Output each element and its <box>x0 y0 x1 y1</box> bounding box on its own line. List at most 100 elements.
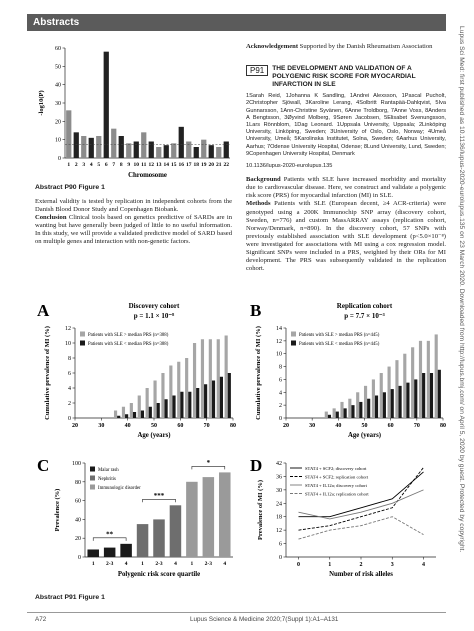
x-tick-label: 21 <box>216 162 222 168</box>
x-tick-label: 16 <box>179 162 185 168</box>
bar <box>156 403 160 418</box>
bar <box>137 395 141 418</box>
x-tick-label: 20 <box>209 162 215 168</box>
peak <box>193 147 199 158</box>
bar <box>367 398 371 418</box>
x-tick-label: 13 <box>156 162 162 168</box>
abstract-id: P91 <box>246 65 269 77</box>
y-tick-label: 30 <box>276 488 282 494</box>
left-text: External validity is tested by replicati… <box>35 198 232 247</box>
y-tick-label: 0 <box>279 416 282 422</box>
y-axis-label: Prevalence (%) <box>54 489 61 532</box>
peak <box>111 128 117 158</box>
x-tick-label: 22 <box>224 162 230 168</box>
label: Conclusion <box>35 214 67 222</box>
paragraph: Methods Patients with SLE (European dece… <box>246 200 446 273</box>
bar <box>359 401 363 418</box>
bar <box>332 408 336 418</box>
y-tick-label: 6 <box>279 377 282 383</box>
x-tick-label: 8 <box>120 162 123 168</box>
x-tick-label: 1 <box>92 561 95 567</box>
bar <box>169 505 182 557</box>
footer-rule <box>27 612 446 613</box>
panel-letter: B <box>250 301 261 320</box>
abstract-title: THE DEVELOPMENT AND VALIDATION OF A POLY… <box>272 65 416 89</box>
text: Patients with SLE have increased morbidi… <box>246 176 447 200</box>
x-tick-label: 60 <box>177 423 183 429</box>
bar <box>343 408 347 418</box>
x-tick-label: 2-3 <box>155 561 163 567</box>
bar <box>200 339 205 418</box>
peak <box>171 143 177 158</box>
journal: Lupus Science & Medicine 2020;7(Suppl 1)… <box>190 616 339 623</box>
legend-label: Nephritis <box>98 477 116 482</box>
x-axis-label: Chromosome <box>128 172 167 179</box>
bar <box>351 405 355 418</box>
x-tick-label: 50 <box>362 423 368 429</box>
x-tick-label: 18 <box>194 162 200 168</box>
bar <box>180 391 184 418</box>
bar <box>219 472 231 557</box>
bar <box>324 411 328 418</box>
y-tick-label: 8 <box>68 356 71 362</box>
y-tick-label: 40 <box>75 517 81 523</box>
x-tick-label: 20 <box>72 423 78 429</box>
x-tick-label: 7 <box>112 162 115 168</box>
bar <box>140 410 144 418</box>
bar <box>113 410 118 418</box>
peak <box>66 110 72 158</box>
x-tick-label: 0 <box>297 562 300 568</box>
bar <box>335 411 339 418</box>
y-tick-label: 36 <box>276 474 282 480</box>
legend-label: Malar rash <box>98 468 119 473</box>
y-tick-label: 0 <box>68 416 71 422</box>
peak <box>216 147 222 158</box>
y-tick-label: 42 <box>276 461 282 467</box>
x-tick-label: 4 <box>422 562 425 568</box>
x-tick-label: 4 <box>174 561 177 567</box>
bar <box>169 365 173 418</box>
x-tick-label: 70 <box>414 423 420 429</box>
y-tick-label: 6 <box>279 542 282 548</box>
y-tick-label: 4 <box>68 386 71 392</box>
bar <box>406 382 410 418</box>
x-tick-label: 5 <box>97 162 100 168</box>
sidebar-text: Lupus Sci Med: first published as 10.113… <box>458 26 465 552</box>
peak <box>201 139 207 158</box>
x-tick-label: 2-3 <box>106 561 114 567</box>
y-tick-label: 100 <box>72 461 81 467</box>
legend-swatch <box>90 466 95 472</box>
bar <box>87 549 99 557</box>
peak <box>163 145 169 158</box>
peak <box>118 136 124 158</box>
bar <box>208 339 212 418</box>
legend-label: Patients with SLE > median PRS (n=445) <box>299 333 380 338</box>
x-axis-label: Age (years) <box>348 432 381 439</box>
x-tick-label: 2 <box>75 162 78 168</box>
bar <box>204 384 208 418</box>
bar <box>132 412 137 418</box>
bar <box>172 395 176 418</box>
x-axis-label: Age (years) <box>137 432 170 439</box>
legend-label: Immunologic disorder <box>98 486 141 491</box>
sidebar: Lupus Sci Med: first published as 10.113… <box>458 26 465 552</box>
peak <box>96 136 102 158</box>
legend-label: STAT4 + IL12a; discovery cohort <box>305 483 368 488</box>
peak <box>186 141 192 158</box>
x-tick-label: 2-3 <box>205 561 213 567</box>
bar <box>188 391 192 418</box>
bar <box>414 379 418 418</box>
paragraph: Background Patients with SLE have increa… <box>246 176 446 200</box>
y-tick-label: 24 <box>276 501 282 507</box>
peak <box>126 143 132 158</box>
bar <box>403 353 407 418</box>
y-axis-label: Prevalence of MI (%) <box>257 480 264 540</box>
bar <box>371 379 375 418</box>
peak <box>148 141 154 158</box>
bar <box>153 519 165 557</box>
bar <box>327 414 332 418</box>
x-tick-label: 15 <box>171 162 177 168</box>
x-tick-label: 4 <box>90 162 93 168</box>
bar <box>117 415 121 418</box>
